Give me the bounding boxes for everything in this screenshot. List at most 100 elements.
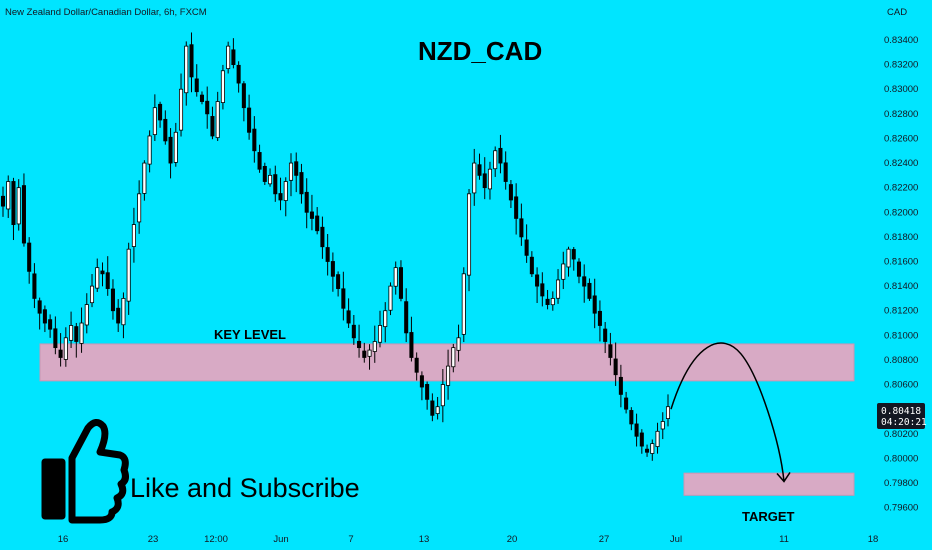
candle-body (210, 116, 215, 137)
candle-body (147, 135, 152, 165)
candle-body (550, 298, 555, 306)
candle-body (121, 298, 126, 326)
candle-body (226, 45, 231, 70)
candle-body (69, 325, 74, 341)
candle-body (79, 322, 84, 344)
candle-body (451, 347, 456, 368)
price-tick-label: 0.80200 (884, 429, 918, 440)
target-zone[interactable] (683, 472, 855, 496)
candle-body (519, 218, 524, 238)
candle-body (131, 224, 136, 247)
price-tick-label: 0.79800 (884, 478, 918, 489)
candle-body (283, 181, 288, 201)
candle-body (315, 215, 320, 232)
candle-body (268, 174, 273, 185)
candle-body (435, 406, 440, 415)
candle-body (388, 285, 393, 311)
candle-body (32, 273, 37, 299)
key-level-label: KEY LEVEL (214, 327, 286, 342)
candle-body (288, 162, 294, 181)
bar-countdown: 04:20:21 (881, 417, 927, 428)
candle-body (184, 45, 189, 94)
candle-body (367, 349, 372, 357)
candle-body (48, 319, 53, 330)
candle-body (215, 101, 220, 139)
chart-title: NZD_CAD (418, 36, 542, 66)
time-tick-label: 18 (868, 534, 879, 545)
price-tick-label: 0.81600 (884, 257, 918, 268)
target-label: TARGET (742, 509, 795, 524)
candle-body (142, 162, 147, 194)
candle-body (84, 304, 89, 326)
time-tick-label: 16 (58, 534, 69, 545)
candle-body (383, 310, 388, 328)
candle-body (179, 88, 184, 131)
candle-body (535, 274, 540, 287)
candle-body (63, 337, 68, 360)
candle-body (419, 375, 424, 388)
candle-body (116, 307, 121, 324)
candle-body (152, 107, 157, 136)
candle-body (346, 310, 351, 324)
price-tick-label: 0.80800 (884, 355, 918, 366)
price-tick-label: 0.81800 (884, 232, 918, 243)
candle-body (372, 341, 377, 352)
time-axis[interactable]: 16 23 12:00 Jun 7 13 20 27 Jul 11 18 (58, 534, 879, 545)
price-axis[interactable]: 0.83400 0.83200 0.83000 0.82800 0.82600 0.824… (884, 35, 918, 514)
candle-body (660, 421, 665, 430)
candle-body (42, 309, 47, 324)
candle-body (409, 332, 414, 358)
candle-body (529, 256, 534, 275)
candle-body (650, 443, 655, 454)
price-tick-label: 0.81000 (884, 330, 918, 341)
candle-body (236, 64, 241, 84)
projection-arrow-icon (670, 342, 785, 482)
candle-body (0, 195, 6, 207)
candle-body (21, 185, 26, 244)
candle-body (503, 162, 508, 182)
candle-body (100, 270, 105, 275)
price-tick-label: 0.82600 (884, 133, 918, 144)
candle-body (163, 118, 168, 142)
last-price-value: 0.80418 (881, 406, 921, 417)
candle-body (425, 384, 430, 400)
candle-body (58, 349, 63, 358)
candle-body (252, 128, 257, 152)
candle-body (540, 283, 545, 297)
time-tick-label: 7 (348, 534, 353, 545)
time-tick-label: Jul (670, 534, 682, 545)
price-tick-label: 0.81400 (884, 281, 918, 292)
candle-body (655, 430, 660, 447)
candle-body (194, 78, 199, 93)
candle-body (309, 211, 314, 219)
candle-body (262, 165, 267, 182)
candle-body (95, 267, 100, 289)
candle-body (304, 191, 309, 213)
candle-body (634, 423, 639, 437)
candle-body (393, 267, 398, 287)
candle-body (278, 193, 283, 201)
candle-body (168, 136, 173, 164)
promo-text: Like and Subscribe (130, 473, 360, 503)
time-tick-label: Jun (273, 534, 288, 545)
candle-body (247, 107, 252, 133)
candle-body (362, 350, 367, 358)
candle-body (487, 168, 492, 190)
candle-body (561, 263, 566, 280)
candle-body (566, 248, 571, 268)
price-tick-label: 0.82200 (884, 183, 918, 194)
candle-body (404, 301, 409, 334)
candle-body (158, 103, 163, 121)
candle-body (603, 328, 608, 342)
candle-body (105, 272, 110, 289)
candle-body (351, 324, 356, 339)
candle-body (414, 357, 419, 373)
candle-body (257, 152, 262, 170)
currency-label: CAD (887, 7, 907, 18)
candle-body (110, 288, 115, 312)
candle-body (524, 239, 529, 256)
candle-body (357, 340, 362, 349)
candle-body (137, 193, 142, 223)
